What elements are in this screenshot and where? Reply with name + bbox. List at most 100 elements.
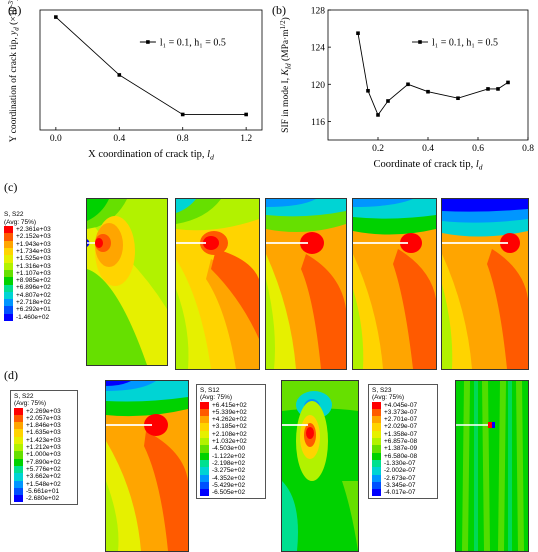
data-point [180, 112, 185, 117]
legend-swatch [4, 240, 13, 249]
legend-value: +8.985e+02 [16, 277, 51, 285]
legend-value: +2.718e+02 [16, 299, 51, 307]
legend-swatch [372, 438, 381, 446]
legend-s22-d: S, S22 (Avg: 75%) +2.269e+03 +2.057e+03 +1… [10, 390, 78, 506]
legend-swatch [4, 255, 13, 263]
legend-row: +6.857e-08 [372, 438, 434, 446]
x-axis-label: X coordination of crack tip, ld [88, 149, 214, 162]
legend-avg: (Avg: 75%) [372, 394, 405, 402]
contour-c-3-field [266, 199, 346, 369]
legend-swatch [200, 452, 209, 460]
legend-title: S, S22 [14, 393, 34, 400]
legend-swatch [14, 465, 23, 474]
legend-swatch [14, 458, 23, 466]
legend-row: +8.985e+02 [4, 277, 51, 285]
legend-value: +1.525e+03 [16, 255, 51, 263]
legend-value: +2.361e+03 [16, 226, 51, 234]
data-point [496, 87, 500, 91]
legend-value: +1.548e+02 [26, 480, 61, 488]
plot-frame [39, 9, 263, 131]
legend-row: +2.057e+03 [14, 414, 74, 423]
legend-row: +3.662e+02 [14, 473, 74, 481]
legend-swatch [372, 408, 381, 417]
legend-swatch [372, 452, 381, 460]
x-axis-label: Coordinate of crack tip, ld [373, 159, 482, 172]
legend-row: +5.339e+02 [200, 408, 262, 417]
legend-value: +1.358e-07 [384, 430, 418, 438]
legend-swatch [200, 467, 209, 475]
contour-c-5 [441, 198, 529, 370]
legend-value: +1.734e+03 [16, 247, 51, 255]
legend-title: S, S12 [200, 387, 220, 394]
legend-row: -4.017e-07 [372, 489, 434, 497]
data-point [117, 73, 122, 77]
data-point [366, 88, 370, 93]
legend-row: +3.185e+02 [200, 423, 262, 431]
chart-a: 0.0 0.4 0.8 1.2 l₁ = 0.1, h₁ = 0.5 X coordina… [7, 0, 263, 162]
legend-swatch [4, 262, 13, 270]
legend-marker [418, 40, 422, 44]
legend-row: +4.045e-07 [372, 401, 434, 409]
legend-row: +1.943e+03 [4, 240, 51, 249]
legend-value: +1.423e+03 [26, 436, 61, 444]
contour-c-2-field [176, 199, 259, 369]
legend-value: +3.662e+02 [26, 473, 61, 481]
contour-d-s12 [281, 380, 359, 552]
legend-row: +2.718e+02 [4, 299, 51, 307]
legend-swatch [4, 226, 13, 234]
contour-c-3 [265, 198, 347, 370]
legend-title: S, S23 [372, 387, 392, 394]
legend-row: +6.292e+01 [4, 306, 51, 314]
y-tick-label: 128 [311, 7, 326, 17]
data-point [486, 87, 490, 91]
legend-swatch [4, 313, 13, 322]
legend-value: -2.198e+02 [212, 459, 246, 467]
legend-swatch [200, 481, 209, 490]
legend-swatch [14, 495, 23, 503]
legend-value: -6.505e+02 [212, 489, 246, 497]
legend-row: +6.896e+02 [4, 284, 51, 292]
contour-c-5-field [442, 199, 528, 369]
legend-swatch [14, 436, 23, 445]
panel-label-a: (a) [8, 3, 22, 17]
legend-title: S, S22 [4, 211, 24, 218]
legend-value: -3.345e-07 [384, 481, 416, 489]
legend-value: +5.776e+02 [26, 465, 61, 473]
legend-row: +1.107e+03 [4, 270, 51, 278]
x-tick-label: 0.4 [113, 134, 125, 144]
contour-c-4-field [353, 199, 436, 369]
legend-row: +7.890e+02 [14, 458, 74, 466]
legend-row: +1.316e+03 [4, 263, 51, 270]
legend-row: +4.262e+02 [200, 416, 262, 424]
legend-row: -5.429e+02 [200, 481, 262, 490]
legend-row: -2.673e-07 [372, 474, 434, 482]
legend-label: l₁ = 0.1, h₁ = 0.5 [160, 38, 226, 49]
legend-row: +2.269e+03 [14, 407, 74, 415]
legend-row: -1.330e-07 [372, 459, 434, 468]
contour-c-4 [352, 198, 437, 370]
legend-value: +2.029e-07 [384, 423, 418, 431]
contour-c-1 [86, 198, 168, 366]
chart-b: 0.2 0.4 0.6 0.8 116 120 124 128 l₁ = 0.1, h₁ = 0… [279, 7, 534, 172]
legend-s22-c: S, S22 (Avg: 75%) +2.361e+03 +2.152e+03 +1… [4, 211, 51, 322]
legend-swatch [4, 299, 13, 307]
legend-row: +5.776e+02 [14, 465, 74, 474]
legend-marker [146, 40, 150, 44]
legend-row: +1.032e+02 [200, 438, 262, 446]
legend-value: +4.045e-07 [384, 401, 418, 409]
legend-swatch [4, 306, 13, 314]
legend-value: +4.262e+02 [212, 416, 247, 424]
legend-row: -2.680e+02 [14, 495, 74, 503]
legend-swatch [4, 277, 13, 285]
legend-row: +2.361e+03 [4, 226, 51, 234]
legend-row: -4.352e+02 [200, 474, 262, 482]
panel-label-b: (b) [272, 3, 286, 17]
legend-swatch [372, 416, 381, 424]
legend-value: +3.185e+02 [212, 423, 247, 431]
legend-row: +1.734e+03 [4, 247, 51, 256]
panel-label-d: (d) [4, 368, 18, 382]
legend-row: +6.580e-08 [372, 452, 434, 460]
legend-value: -1.460e+02 [16, 313, 50, 321]
legend-value: -4.017e-07 [384, 489, 416, 497]
legend-value: +2.269e+03 [26, 407, 61, 415]
